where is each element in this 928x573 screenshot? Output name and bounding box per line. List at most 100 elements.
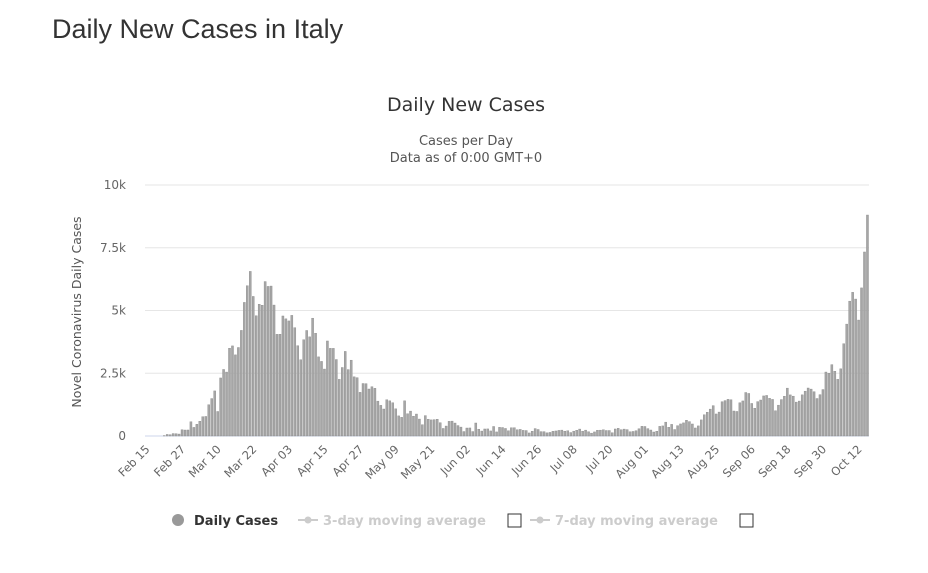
bar[interactable] bbox=[183, 429, 187, 437]
bar[interactable] bbox=[477, 429, 480, 437]
bar[interactable] bbox=[575, 430, 578, 437]
bar[interactable] bbox=[619, 429, 623, 437]
bar[interactable] bbox=[584, 429, 587, 437]
bar[interactable] bbox=[830, 364, 834, 437]
bar[interactable] bbox=[566, 430, 570, 437]
bar[interactable] bbox=[821, 389, 825, 437]
bar[interactable] bbox=[792, 395, 795, 437]
bar[interactable] bbox=[165, 434, 169, 437]
bar[interactable] bbox=[673, 429, 676, 437]
bar[interactable] bbox=[513, 427, 516, 437]
bar[interactable] bbox=[812, 391, 816, 437]
bar[interactable] bbox=[355, 377, 359, 437]
bar[interactable] bbox=[462, 431, 466, 437]
bar[interactable] bbox=[720, 401, 724, 437]
bar[interactable] bbox=[572, 430, 575, 437]
bar[interactable] bbox=[563, 430, 567, 437]
bar[interactable] bbox=[284, 318, 288, 437]
bar[interactable] bbox=[352, 376, 356, 437]
bar[interactable] bbox=[320, 361, 323, 437]
bar[interactable] bbox=[388, 400, 391, 437]
bar[interactable] bbox=[492, 426, 495, 437]
bar[interactable] bbox=[783, 396, 786, 437]
bar[interactable] bbox=[189, 421, 193, 437]
bar[interactable] bbox=[450, 420, 454, 437]
bar[interactable] bbox=[281, 315, 285, 437]
checkbox-7-day-average[interactable] bbox=[739, 513, 754, 528]
bar[interactable] bbox=[406, 413, 409, 437]
bar[interactable] bbox=[278, 334, 282, 437]
bar[interactable] bbox=[415, 413, 418, 437]
bar[interactable] bbox=[795, 401, 798, 437]
bar[interactable] bbox=[344, 351, 347, 437]
bar[interactable] bbox=[664, 421, 667, 437]
bar[interactable] bbox=[269, 285, 273, 437]
legend-item-3-day-average[interactable]: 3-day moving average bbox=[298, 513, 522, 529]
bar[interactable] bbox=[533, 428, 537, 437]
bar[interactable] bbox=[370, 386, 374, 437]
bar[interactable] bbox=[192, 427, 196, 437]
bar[interactable] bbox=[753, 407, 756, 437]
bar[interactable] bbox=[174, 433, 178, 437]
bar[interactable] bbox=[438, 422, 442, 437]
bar[interactable] bbox=[510, 427, 513, 437]
bar[interactable] bbox=[385, 399, 389, 437]
bar[interactable] bbox=[222, 369, 225, 437]
bar[interactable] bbox=[308, 336, 311, 437]
bar[interactable] bbox=[738, 402, 742, 437]
bar[interactable] bbox=[777, 404, 780, 437]
legend-item-7-day-average[interactable]: 7-day moving average bbox=[530, 513, 754, 529]
bar[interactable] bbox=[717, 411, 721, 437]
bar[interactable] bbox=[729, 399, 733, 437]
bar[interactable] bbox=[234, 354, 237, 437]
bar[interactable] bbox=[364, 383, 368, 437]
bar[interactable] bbox=[296, 345, 299, 437]
bar[interactable] bbox=[204, 416, 208, 437]
bar[interactable] bbox=[379, 405, 383, 437]
bar[interactable] bbox=[694, 427, 697, 437]
bar[interactable] bbox=[857, 319, 860, 437]
bar[interactable] bbox=[254, 315, 258, 437]
bar[interactable] bbox=[774, 410, 777, 437]
bar[interactable] bbox=[341, 367, 344, 437]
bar[interactable] bbox=[622, 428, 626, 437]
bar[interactable] bbox=[287, 320, 291, 437]
bar[interactable] bbox=[768, 398, 771, 437]
bar[interactable] bbox=[634, 430, 638, 437]
bar[interactable] bbox=[581, 431, 584, 437]
bar[interactable] bbox=[759, 399, 762, 437]
bar[interactable] bbox=[527, 432, 531, 437]
bar[interactable] bbox=[708, 408, 712, 437]
bar[interactable] bbox=[471, 431, 475, 437]
bar[interactable] bbox=[658, 426, 661, 437]
bar[interactable] bbox=[409, 410, 412, 437]
bar[interactable] bbox=[525, 430, 528, 437]
bar[interactable] bbox=[210, 398, 213, 437]
bar[interactable] bbox=[667, 427, 670, 437]
bar[interactable] bbox=[441, 428, 445, 437]
bar[interactable] bbox=[797, 400, 801, 437]
bar[interactable] bbox=[587, 431, 590, 437]
bar[interactable] bbox=[628, 431, 632, 437]
bar[interactable] bbox=[275, 334, 279, 437]
bar[interactable] bbox=[860, 287, 863, 437]
bar[interactable] bbox=[631, 431, 635, 437]
bar[interactable] bbox=[608, 430, 611, 437]
bar[interactable] bbox=[418, 418, 421, 437]
bar[interactable] bbox=[249, 271, 252, 437]
bar[interactable] bbox=[246, 285, 249, 437]
bar[interactable] bbox=[177, 433, 181, 437]
bar[interactable] bbox=[456, 425, 460, 437]
bar[interactable] bbox=[424, 415, 427, 437]
bar[interactable] bbox=[845, 323, 848, 437]
bar[interactable] bbox=[474, 422, 478, 437]
bar[interactable] bbox=[225, 371, 228, 437]
bar[interactable] bbox=[299, 359, 302, 437]
bar[interactable] bbox=[373, 388, 377, 437]
bar[interactable] bbox=[688, 421, 691, 437]
bar[interactable] bbox=[557, 430, 561, 437]
bar[interactable] bbox=[599, 429, 602, 437]
bar[interactable] bbox=[863, 251, 866, 437]
bar[interactable] bbox=[649, 429, 653, 437]
bar[interactable] bbox=[394, 408, 397, 437]
